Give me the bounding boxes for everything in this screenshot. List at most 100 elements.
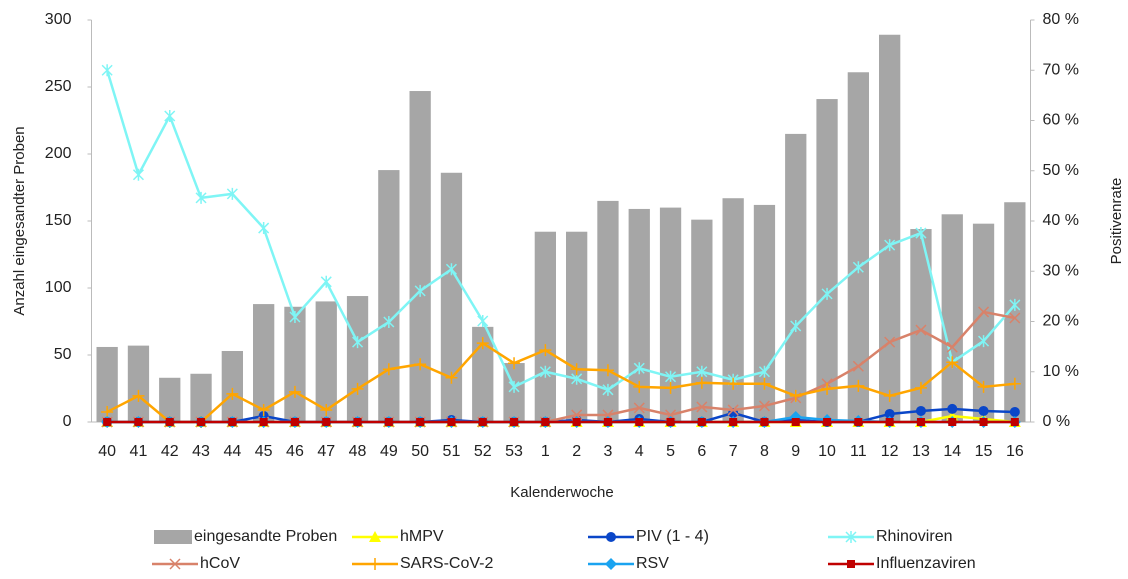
y2-tick-label: 10 % bbox=[1043, 363, 1079, 380]
legend-marker bbox=[845, 531, 857, 543]
point bbox=[351, 382, 364, 395]
point bbox=[695, 376, 708, 389]
point bbox=[696, 401, 708, 413]
legend-label: hMPV bbox=[400, 528, 444, 545]
point bbox=[383, 316, 395, 329]
bar bbox=[879, 34, 901, 423]
x-tick-label: 47 bbox=[317, 443, 335, 460]
point bbox=[946, 356, 959, 369]
point bbox=[414, 358, 427, 371]
bar bbox=[127, 345, 150, 422]
point bbox=[382, 363, 395, 376]
point bbox=[758, 400, 770, 412]
x-tick-label: 53 bbox=[505, 443, 523, 460]
point bbox=[885, 418, 894, 426]
point bbox=[823, 418, 832, 426]
point bbox=[101, 64, 113, 77]
point bbox=[852, 261, 864, 274]
point bbox=[447, 418, 456, 426]
point bbox=[134, 418, 143, 426]
point bbox=[791, 418, 800, 426]
x-tick-label: 51 bbox=[443, 443, 461, 460]
point bbox=[603, 418, 612, 426]
point bbox=[1008, 377, 1021, 390]
point bbox=[288, 385, 301, 398]
x-tick-label: 42 bbox=[161, 443, 179, 460]
point bbox=[697, 418, 706, 426]
legend-label: SARS-CoV-2 bbox=[400, 555, 493, 572]
x-tick-label: 2 bbox=[572, 443, 581, 460]
legend-marker bbox=[847, 560, 855, 568]
point bbox=[539, 344, 552, 357]
point bbox=[445, 263, 457, 276]
x-tick-label: 49 bbox=[380, 443, 398, 460]
point bbox=[883, 389, 896, 402]
bar bbox=[378, 170, 400, 422]
point bbox=[727, 377, 740, 390]
point bbox=[977, 380, 990, 393]
point bbox=[665, 370, 677, 383]
y-tick-label: 200 bbox=[45, 145, 72, 162]
bar bbox=[972, 223, 995, 422]
x-tick-label: 4 bbox=[635, 443, 644, 460]
bar bbox=[722, 198, 744, 422]
legend-label: Rhinoviren bbox=[876, 528, 952, 545]
bar bbox=[440, 172, 463, 422]
y-tick-label: 0 bbox=[63, 413, 72, 430]
x-tick-label: 14 bbox=[943, 443, 961, 460]
bar bbox=[534, 231, 556, 422]
bar bbox=[96, 346, 118, 422]
y2-tick-label: 20 % bbox=[1043, 313, 1079, 330]
point bbox=[979, 418, 988, 426]
point bbox=[821, 382, 834, 395]
point bbox=[758, 377, 771, 390]
x-tick-label: 12 bbox=[881, 443, 899, 460]
point bbox=[852, 360, 864, 372]
point bbox=[1009, 298, 1021, 311]
point bbox=[478, 418, 487, 426]
point bbox=[1009, 406, 1020, 417]
point bbox=[103, 418, 112, 426]
x-tick-label: 9 bbox=[791, 443, 800, 460]
point bbox=[132, 389, 145, 402]
point bbox=[821, 287, 833, 300]
point bbox=[165, 418, 174, 426]
bar bbox=[816, 99, 838, 422]
point bbox=[978, 405, 989, 416]
x-tick-label: 48 bbox=[349, 443, 367, 460]
bar bbox=[566, 231, 588, 422]
y2-axis-title: Positivenrate bbox=[1108, 178, 1125, 265]
point bbox=[476, 337, 489, 350]
point bbox=[884, 408, 895, 419]
y-tick-label: 300 bbox=[45, 11, 72, 28]
point bbox=[290, 418, 299, 426]
bar bbox=[659, 207, 682, 422]
bar bbox=[847, 72, 869, 422]
y-tick-label: 150 bbox=[45, 212, 72, 229]
y-tick-label: 250 bbox=[45, 78, 72, 95]
point bbox=[914, 381, 927, 394]
point bbox=[916, 418, 925, 426]
point bbox=[414, 284, 426, 297]
legend-label: eingesandte Proben bbox=[194, 528, 337, 545]
y-tick-label: 100 bbox=[45, 279, 72, 296]
legend-marker bbox=[369, 531, 381, 542]
x-tick-label: 10 bbox=[818, 443, 836, 460]
legend-marker bbox=[169, 558, 181, 570]
bar bbox=[941, 214, 963, 422]
bar bbox=[346, 296, 369, 422]
point bbox=[539, 365, 551, 378]
point bbox=[602, 383, 614, 396]
y2-tick-label: 0 % bbox=[1043, 413, 1071, 430]
point bbox=[197, 418, 206, 426]
point bbox=[729, 418, 738, 426]
x-tick-label: 44 bbox=[223, 443, 241, 460]
legend-marker bbox=[605, 558, 617, 570]
y2-tick-label: 30 % bbox=[1043, 262, 1079, 279]
point bbox=[727, 404, 739, 416]
y2-tick-label: 60 % bbox=[1043, 112, 1079, 129]
point bbox=[884, 239, 896, 252]
point bbox=[948, 418, 957, 426]
point bbox=[696, 365, 708, 378]
